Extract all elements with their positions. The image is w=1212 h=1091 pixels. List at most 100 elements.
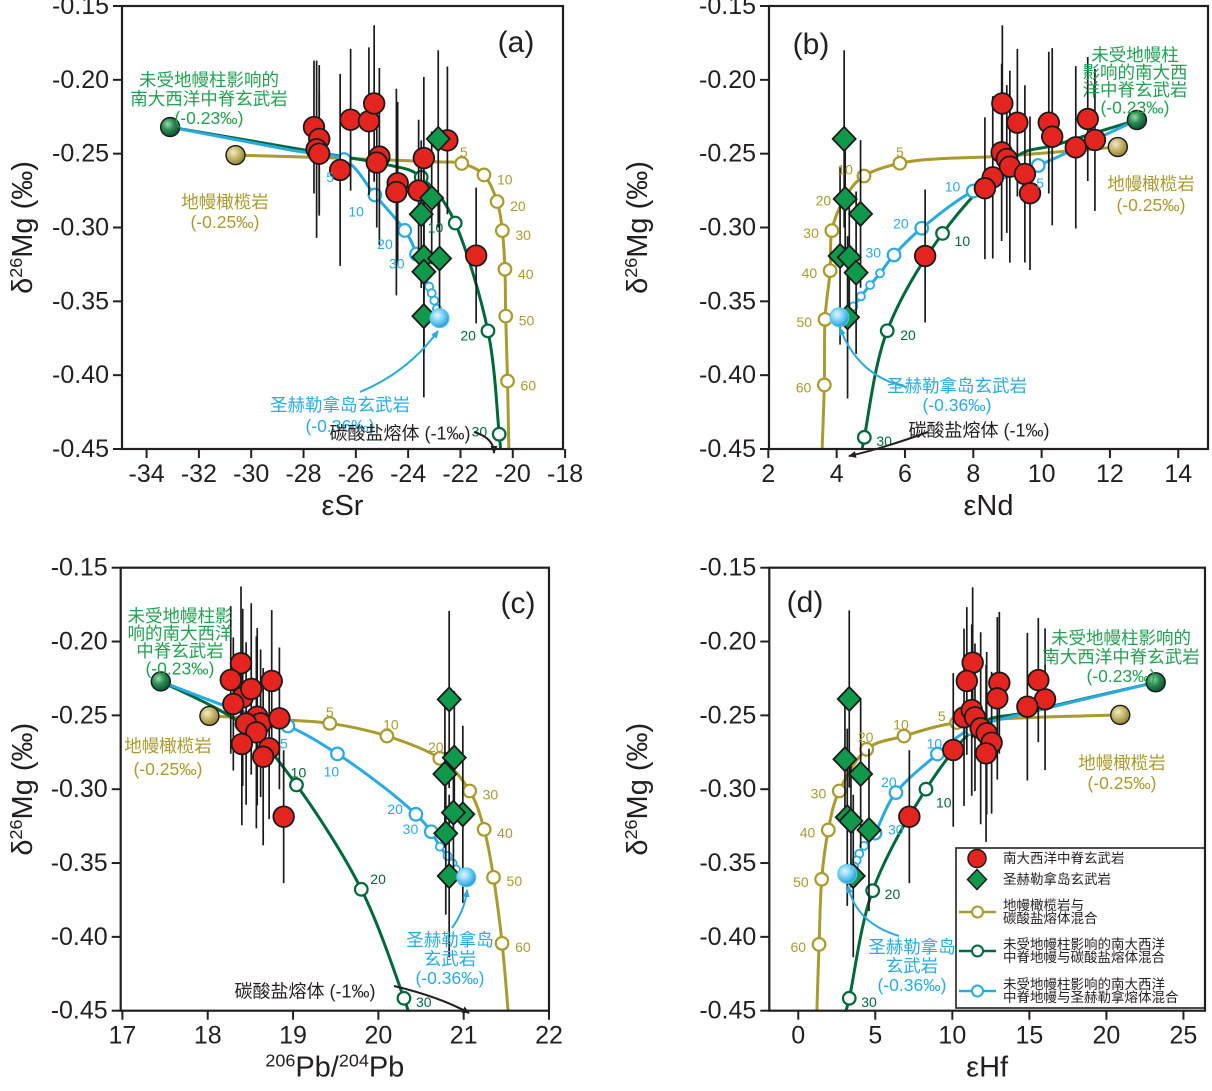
annotation-arrow (846, 885, 900, 937)
text-label: 30 (389, 256, 405, 272)
text-label: -32 (181, 460, 217, 488)
text-label: -20 (495, 460, 531, 488)
text-label: 圣赫勒拿岛 (406, 930, 494, 950)
text-label: -0.25 (52, 140, 109, 168)
text-label: 碳酸盐熔体混合 (1003, 911, 1098, 926)
data-point-diamond (411, 258, 437, 286)
text-label: 20 (364, 1022, 392, 1050)
mixing-step-marker (486, 869, 501, 885)
endmember-ball-green (159, 116, 181, 138)
legend: 南大西洋中脊玄武岩圣赫勒拿岛玄武岩地幔橄榄岩与碳酸盐熔体混合未受地幔柱影响的南大… (955, 847, 1206, 1009)
endmember-ball-green (1145, 672, 1166, 693)
text-label: -30 (233, 460, 269, 488)
legend-box (955, 847, 1206, 1009)
data-point-circle (412, 146, 436, 170)
data-points (832, 651, 1057, 890)
text-label: 圣赫勒拿岛玄武岩 (270, 395, 410, 415)
text-label: -0.25 (699, 140, 756, 168)
text-label: 20 (377, 236, 393, 252)
text-label: 20 (885, 886, 901, 902)
text-label: 5 (896, 144, 904, 160)
axis-title: εHf (966, 1052, 1009, 1084)
text-label: 40 (800, 824, 816, 840)
curve-overlays (811, 672, 1166, 1006)
text-label: 响的南大西洋 (128, 624, 233, 644)
text-label: 4 (830, 460, 844, 488)
text-label: (b) (793, 28, 830, 61)
mixing-step-marker (814, 871, 830, 887)
axes: 17 18 19 20 21 22 -0.15 -0.20 -0.25 -0.30 -0.35 -0.… (51, 554, 563, 1050)
annotation-arrow (839, 327, 907, 388)
data-point-diamond (832, 745, 858, 773)
text-label: -0.40 (51, 923, 108, 951)
text-label: 50 (793, 874, 809, 890)
text-label: -0.25 (51, 701, 108, 729)
mixing-step-marker (817, 311, 833, 327)
mixing-step-marker (397, 223, 413, 238)
data-point-diamond (836, 685, 863, 713)
panel-c: 51020304050601020305102030未受地幔柱影响的南大西洋中脊… (6, 554, 563, 1084)
text-label: 5 (326, 704, 334, 720)
text-label: 30 (515, 227, 531, 243)
text-label: 50 (796, 314, 812, 330)
mixing-step-marker (935, 226, 950, 241)
data-point-diamond (436, 862, 462, 890)
text-label: -0.30 (699, 214, 756, 242)
data-point-circle (260, 669, 283, 693)
text-label: -0.45 (51, 997, 108, 1025)
text-label: -0.25 (699, 701, 756, 729)
text-label: -0.40 (699, 361, 756, 389)
endmember-ball-blue (456, 867, 477, 888)
data-point-circle (230, 732, 254, 756)
axis-title: 206Pb/204Pb (265, 1051, 404, 1084)
data-point-diamond (832, 185, 858, 213)
data-point-circle (991, 92, 1014, 115)
annotation-arrow (473, 431, 498, 454)
endmember-ball-olive (1107, 136, 1129, 158)
text-label: 南大西洋中脊玄武岩 (130, 89, 288, 109)
data-point-diamond (838, 807, 864, 835)
text-label: 30 (403, 821, 419, 837)
mixing-step-marker (447, 215, 463, 231)
text-label: 10 (1028, 460, 1056, 488)
plot-area (769, 6, 1208, 449)
mixing-step-marker (480, 323, 496, 339)
mixing-step-marker (856, 168, 872, 184)
mixing-step-marker (896, 728, 912, 744)
text-label: -22 (442, 460, 478, 488)
text-label: 5 (326, 169, 334, 185)
data-point-circle (1083, 128, 1107, 152)
data-point-diamond (831, 125, 857, 153)
mixing-step-marker (322, 715, 338, 731)
mixing-step-small (875, 268, 885, 279)
data-point-circle (272, 805, 295, 828)
mixing-step-marker (841, 990, 857, 1006)
axis-title: δ26Mg (‰) (621, 723, 654, 856)
text-label: 30 (483, 786, 499, 802)
text-label: 圣赫勒拿岛玄武岩 (1003, 871, 1111, 887)
text-label: 玄武岩 (424, 949, 477, 969)
data-point-circle (955, 669, 979, 693)
mixing-step-marker (494, 223, 510, 239)
text-label: 南大西洋中脊玄武岩 (1042, 647, 1200, 667)
text-label: (-0.25‰) (1116, 195, 1185, 215)
text-label: 22 (535, 1022, 563, 1050)
data-point-circle (229, 652, 253, 675)
text-label: 中脊地幔与碳酸盐熔体混合 (1003, 950, 1165, 965)
text-label: 10 (955, 233, 971, 249)
text-label: 洋中脊玄武岩 (1083, 80, 1188, 100)
text-label: 10 (383, 717, 399, 733)
text-label: 10 (324, 763, 340, 779)
data-point-circle (240, 677, 263, 701)
data-point-diamond (856, 816, 882, 844)
data-point-circle (1041, 125, 1064, 148)
text-label: -0.45 (699, 435, 756, 463)
text-label: 30 (416, 994, 432, 1010)
text-label: 中脊玄武岩 (136, 641, 224, 661)
text-label: 10 (938, 1022, 966, 1050)
text-label: -26 (338, 460, 374, 488)
text-label: 60 (790, 939, 806, 955)
text-label: 玄武岩 (886, 956, 939, 976)
mixing-step-marker (879, 323, 895, 339)
annotation-arrow (848, 431, 929, 458)
